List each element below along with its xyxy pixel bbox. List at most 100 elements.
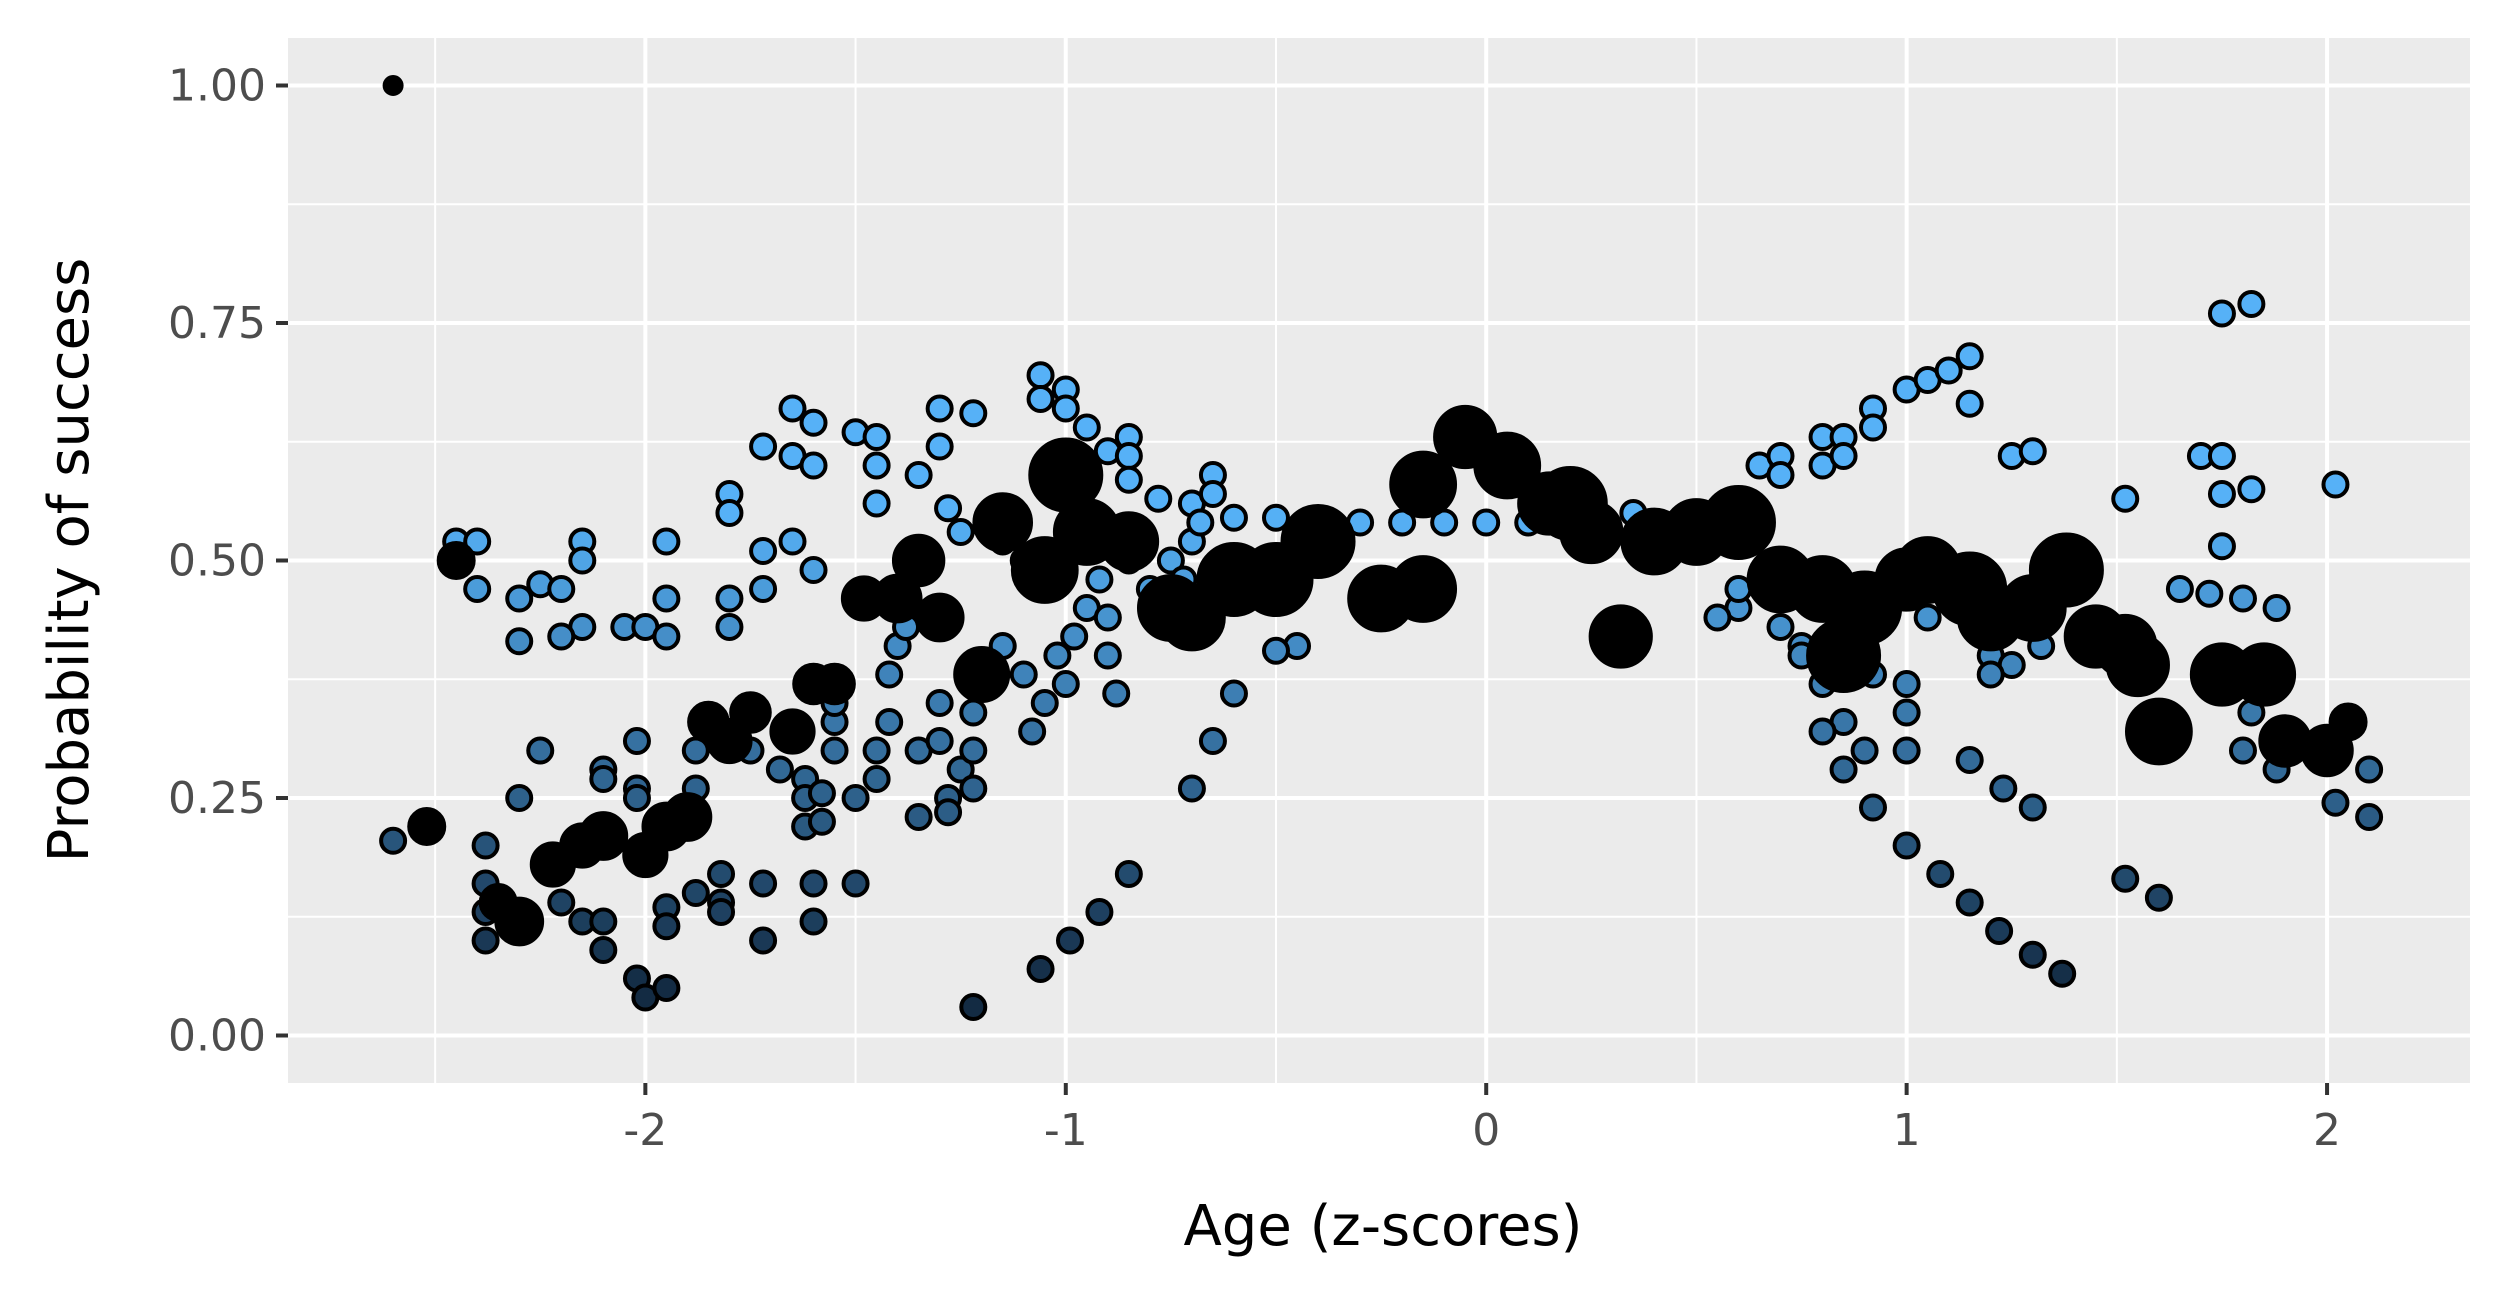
data-point-large [729, 691, 772, 734]
data-point [1043, 641, 1072, 670]
data-point [652, 527, 681, 556]
data-point [1018, 717, 1047, 746]
data-point [749, 537, 778, 565]
data-point-large [2124, 697, 2193, 766]
data-point [463, 527, 492, 556]
data-point [862, 765, 891, 793]
data-point [1051, 670, 1080, 698]
x-tick-label: -2 [623, 1105, 667, 1156]
data-point [622, 784, 651, 812]
data-point [1219, 503, 1248, 532]
data-point [1808, 717, 1837, 746]
data-point [1114, 442, 1143, 470]
data-point [2018, 940, 2047, 969]
data-point [749, 575, 778, 603]
data-point [681, 879, 710, 907]
data-point [471, 926, 500, 955]
data-point [2237, 290, 2266, 318]
data-point [799, 556, 828, 584]
data-point-large [914, 592, 965, 643]
data-point [547, 622, 576, 651]
data-point [1114, 860, 1143, 888]
data-point-large [662, 792, 713, 842]
y-axis: 0.00 0.25 0.50 0.75 1.00 [168, 61, 288, 1062]
data-point [959, 736, 988, 765]
data-point [925, 394, 954, 423]
x-tick-label: -1 [1044, 1105, 1088, 1156]
data-point [589, 765, 618, 793]
data-point [1093, 603, 1122, 632]
data-point [547, 888, 576, 917]
y-tick-label: 0.25 [168, 773, 266, 824]
data-point [1009, 660, 1038, 689]
data-point [862, 423, 891, 451]
data-point [715, 499, 744, 527]
data-point [1913, 603, 1942, 632]
y-axis-title: Probability of success [37, 258, 102, 863]
data-point [778, 394, 807, 423]
data-point [875, 708, 904, 736]
data-point [925, 432, 954, 461]
data-point [1858, 793, 1887, 822]
data-point [959, 993, 988, 1021]
data-point [925, 727, 954, 755]
data-point [526, 736, 555, 765]
data-point [1892, 698, 1921, 727]
data-point [2048, 959, 2077, 988]
data-point-large [1280, 504, 1356, 579]
data-point [1055, 926, 1084, 955]
data-point [463, 575, 492, 603]
data-point [1955, 746, 1984, 774]
data-point [1186, 508, 1215, 537]
data-point [1060, 622, 1089, 651]
data-point-large [2231, 642, 2297, 707]
data-point [749, 432, 778, 461]
data-point [547, 575, 576, 603]
data-point [2111, 864, 2140, 893]
data-point [807, 779, 836, 808]
data-point [652, 912, 681, 941]
data-point [471, 831, 500, 860]
data-point [505, 784, 534, 812]
data-point [946, 755, 975, 784]
data-point [715, 584, 744, 613]
data-point [652, 584, 681, 613]
data-point [2195, 579, 2224, 608]
data-point [799, 907, 828, 936]
data-point [379, 826, 408, 855]
x-tick-label: 0 [1472, 1105, 1500, 1156]
data-point [707, 860, 736, 888]
data-point-large [578, 811, 629, 861]
y-tick-label: 1.00 [168, 61, 266, 112]
data-point [875, 660, 904, 689]
data-point [925, 689, 954, 717]
data-point [1858, 413, 1887, 442]
y-tick-label: 0.50 [168, 536, 266, 587]
data-point [1085, 565, 1114, 594]
data-point [1989, 774, 2018, 803]
data-point [1261, 503, 1290, 532]
x-tick-label: 1 [1893, 1105, 1921, 1156]
data-point [1085, 898, 1114, 926]
data-point [1102, 679, 1131, 708]
data-point-large [436, 541, 476, 580]
data-point [820, 736, 849, 765]
data-point [1472, 508, 1501, 537]
data-point-large [407, 807, 447, 846]
data-points [379, 75, 2384, 1021]
data-point [2355, 803, 2384, 831]
data-point-large [1389, 555, 1458, 623]
data-point [765, 755, 794, 784]
data-point [1892, 831, 1921, 860]
data-point-large [891, 533, 946, 588]
data-point [1850, 736, 1879, 765]
data-point [1955, 342, 1984, 371]
data-point [707, 898, 736, 926]
data-point [778, 527, 807, 556]
data-point [1114, 465, 1143, 494]
data-point [807, 807, 836, 836]
data-point [934, 494, 963, 523]
data-point [862, 451, 891, 480]
data-point [959, 399, 988, 428]
data-point [934, 798, 963, 827]
